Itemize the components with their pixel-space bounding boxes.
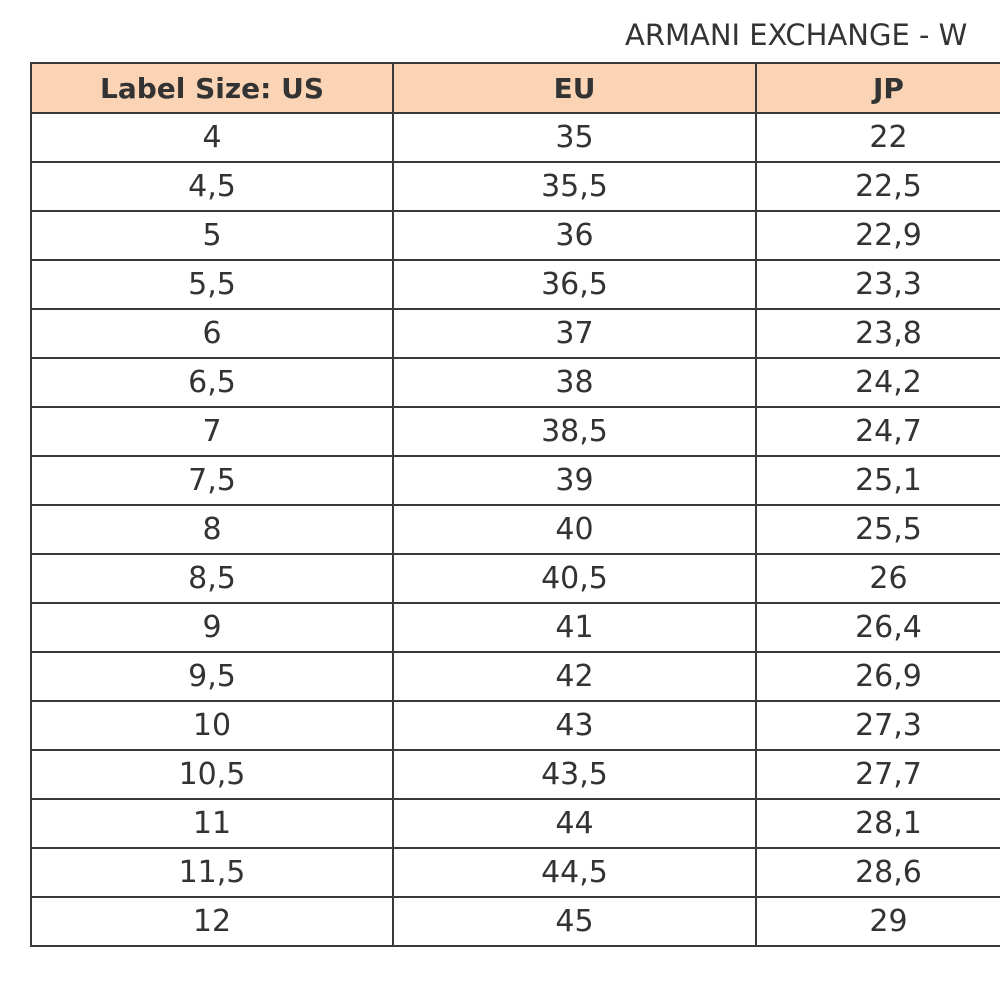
us-size-cell: 8 [30, 504, 394, 555]
jp-size-cell: 25,1 [755, 455, 1000, 506]
table-row: 4 35 22 [30, 112, 1000, 163]
us-size-cell: 5 [30, 210, 394, 261]
header-row: Label Size: US EU JP [30, 62, 1000, 114]
jp-size-cell: 22,5 [755, 161, 1000, 212]
jp-size-cell: 23,8 [755, 308, 1000, 359]
eu-size-cell: 38 [392, 357, 757, 408]
us-size-cell: 8,5 [30, 553, 394, 604]
eu-size-cell: 44 [392, 798, 757, 849]
table-row: 4,5 35,5 22,5 [30, 161, 1000, 212]
us-size-cell: 11 [30, 798, 394, 849]
us-size-cell: 5,5 [30, 259, 394, 310]
jp-size-cell: 27,3 [755, 700, 1000, 751]
table-row: 7,5 39 25,1 [30, 455, 1000, 506]
us-size-cell: 9,5 [30, 651, 394, 702]
eu-size-cell: 36 [392, 210, 757, 261]
us-size-cell: 4,5 [30, 161, 394, 212]
jp-size-cell: 28,6 [755, 847, 1000, 898]
table-row: 6 37 23,8 [30, 308, 1000, 359]
table-row: 6,5 38 24,2 [30, 357, 1000, 408]
jp-size-cell: 27,7 [755, 749, 1000, 800]
jp-size-cell: 25,5 [755, 504, 1000, 555]
jp-size-cell: 23,3 [755, 259, 1000, 310]
table-row: 12 45 29 [30, 896, 1000, 947]
us-size-cell: 11,5 [30, 847, 394, 898]
table-header: Label Size: US EU JP [30, 62, 1000, 114]
us-size-cell: 7,5 [30, 455, 394, 506]
table-body: 4 35 22 4,5 35,5 22,5 5 36 22,9 5,5 36,5 23,3 6 37 23,… [30, 112, 1000, 947]
table-row: 9 41 26,4 [30, 602, 1000, 653]
us-size-cell: 10,5 [30, 749, 394, 800]
eu-size-cell: 38,5 [392, 406, 757, 457]
eu-size-cell: 36,5 [392, 259, 757, 310]
us-size-cell: 4 [30, 112, 394, 163]
eu-size-cell: 39 [392, 455, 757, 506]
table-row: 10,5 43,5 27,7 [30, 749, 1000, 800]
eu-size-cell: 43,5 [392, 749, 757, 800]
table-row: 11,5 44,5 28,6 [30, 847, 1000, 898]
eu-size-cell: 41 [392, 602, 757, 653]
table-row: 9,5 42 26,9 [30, 651, 1000, 702]
eu-size-cell: 43 [392, 700, 757, 751]
jp-size-cell: 24,2 [755, 357, 1000, 408]
eu-size-cell: 35,5 [392, 161, 757, 212]
us-size-cell: 9 [30, 602, 394, 653]
us-size-cell: 7 [30, 406, 394, 457]
column-header-jp: JP [755, 62, 1000, 114]
column-header-us: Label Size: US [30, 62, 394, 114]
eu-size-cell: 37 [392, 308, 757, 359]
us-size-cell: 6,5 [30, 357, 394, 408]
eu-size-cell: 40 [392, 504, 757, 555]
jp-size-cell: 26,4 [755, 602, 1000, 653]
table-row: 7 38,5 24,7 [30, 406, 1000, 457]
page-title: ARMANI EXCHANGE - W [625, 18, 968, 52]
jp-size-cell: 24,7 [755, 406, 1000, 457]
table-row: 5,5 36,5 23,3 [30, 259, 1000, 310]
eu-size-cell: 40,5 [392, 553, 757, 604]
eu-size-cell: 45 [392, 896, 757, 947]
jp-size-cell: 29 [755, 896, 1000, 947]
us-size-cell: 12 [30, 896, 394, 947]
jp-size-cell: 22,9 [755, 210, 1000, 261]
jp-size-cell: 28,1 [755, 798, 1000, 849]
eu-size-cell: 44,5 [392, 847, 757, 898]
us-size-cell: 6 [30, 308, 394, 359]
jp-size-cell: 26,9 [755, 651, 1000, 702]
column-header-eu: EU [392, 62, 757, 114]
eu-size-cell: 35 [392, 112, 757, 163]
eu-size-cell: 42 [392, 651, 757, 702]
jp-size-cell: 26 [755, 553, 1000, 604]
jp-size-cell: 22 [755, 112, 1000, 163]
table-row: 5 36 22,9 [30, 210, 1000, 261]
table-row: 8,5 40,5 26 [30, 553, 1000, 604]
table-row: 8 40 25,5 [30, 504, 1000, 555]
size-chart-table: Label Size: US EU JP 4 35 22 4,5 35,5 22,5 5 36… [30, 62, 1000, 947]
table-row: 10 43 27,3 [30, 700, 1000, 751]
us-size-cell: 10 [30, 700, 394, 751]
table-row: 11 44 28,1 [30, 798, 1000, 849]
